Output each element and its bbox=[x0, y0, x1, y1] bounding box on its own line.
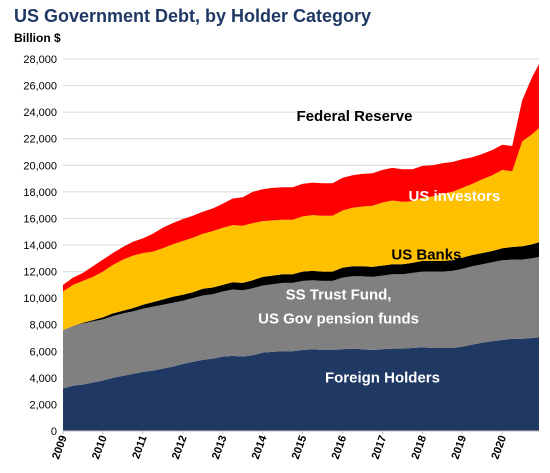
y-tick-label: 22,000 bbox=[23, 134, 57, 146]
y-tick-label: 18,000 bbox=[23, 187, 57, 199]
y-tick-label: 2,000 bbox=[29, 399, 57, 411]
y-tick-label: 20,000 bbox=[23, 160, 57, 172]
series-label: US Gov pension funds bbox=[258, 310, 419, 327]
series-label: Federal Reserve bbox=[297, 108, 413, 125]
stacked-areas bbox=[63, 64, 539, 431]
x-tick-label: 2017 bbox=[370, 434, 390, 461]
y-tick-label: 12,000 bbox=[23, 267, 57, 279]
area-foreign-holders bbox=[63, 337, 539, 431]
x-tick-label: 2014 bbox=[250, 433, 270, 461]
series-label: Foreign Holders bbox=[325, 370, 440, 387]
x-tick-label: 2010 bbox=[90, 434, 110, 461]
x-tick-label: 2016 bbox=[330, 434, 350, 461]
area-ss-trust-fund-us-gov-pension-funds bbox=[63, 257, 539, 389]
y-tick-label: 4,000 bbox=[29, 373, 57, 385]
series-label: US Banks bbox=[391, 247, 461, 264]
y-tick-label: 24,000 bbox=[23, 107, 57, 119]
x-tick-label: 2011 bbox=[130, 434, 149, 461]
y-tick-label: 10,000 bbox=[23, 293, 57, 305]
series-label: SS Trust Fund, bbox=[286, 286, 392, 303]
y-tick-label: 26,000 bbox=[23, 81, 57, 93]
x-tick-label: 2019 bbox=[449, 434, 469, 461]
series-label: US investors bbox=[408, 188, 500, 205]
x-tick-label: 2012 bbox=[170, 434, 190, 461]
y-axis-label: Billion $ bbox=[14, 31, 61, 45]
y-tick-label: 14,000 bbox=[23, 240, 57, 252]
area-federal-reserve bbox=[63, 64, 539, 292]
y-tick-label: 0 bbox=[51, 426, 57, 438]
x-tick-label: 2018 bbox=[410, 434, 430, 461]
x-tick-label: 2020 bbox=[489, 434, 509, 461]
x-axis-ticks: 2009 2010 2011 2012 2013 2014 2015 2016 2017 2018… bbox=[50, 431, 509, 461]
series-labels: Federal Reserve US investors US Banks SS Tr… bbox=[258, 108, 500, 387]
x-tick-label: 2015 bbox=[290, 434, 310, 461]
y-tick-label: 8,000 bbox=[29, 320, 57, 332]
y-axis-ticks: 0 2,000 4,000 6,000 8,000 10,000 12,000 14,000 1… bbox=[23, 54, 57, 438]
x-tick-label: 2013 bbox=[210, 434, 230, 461]
y-tick-label: 16,000 bbox=[23, 213, 57, 225]
chart-title: US Government Debt, by Holder Category bbox=[14, 6, 371, 26]
y-tick-label: 6,000 bbox=[29, 346, 57, 358]
y-tick-label: 28,000 bbox=[23, 54, 57, 66]
area-us-investors bbox=[63, 128, 539, 330]
area-us-banks bbox=[63, 242, 539, 330]
